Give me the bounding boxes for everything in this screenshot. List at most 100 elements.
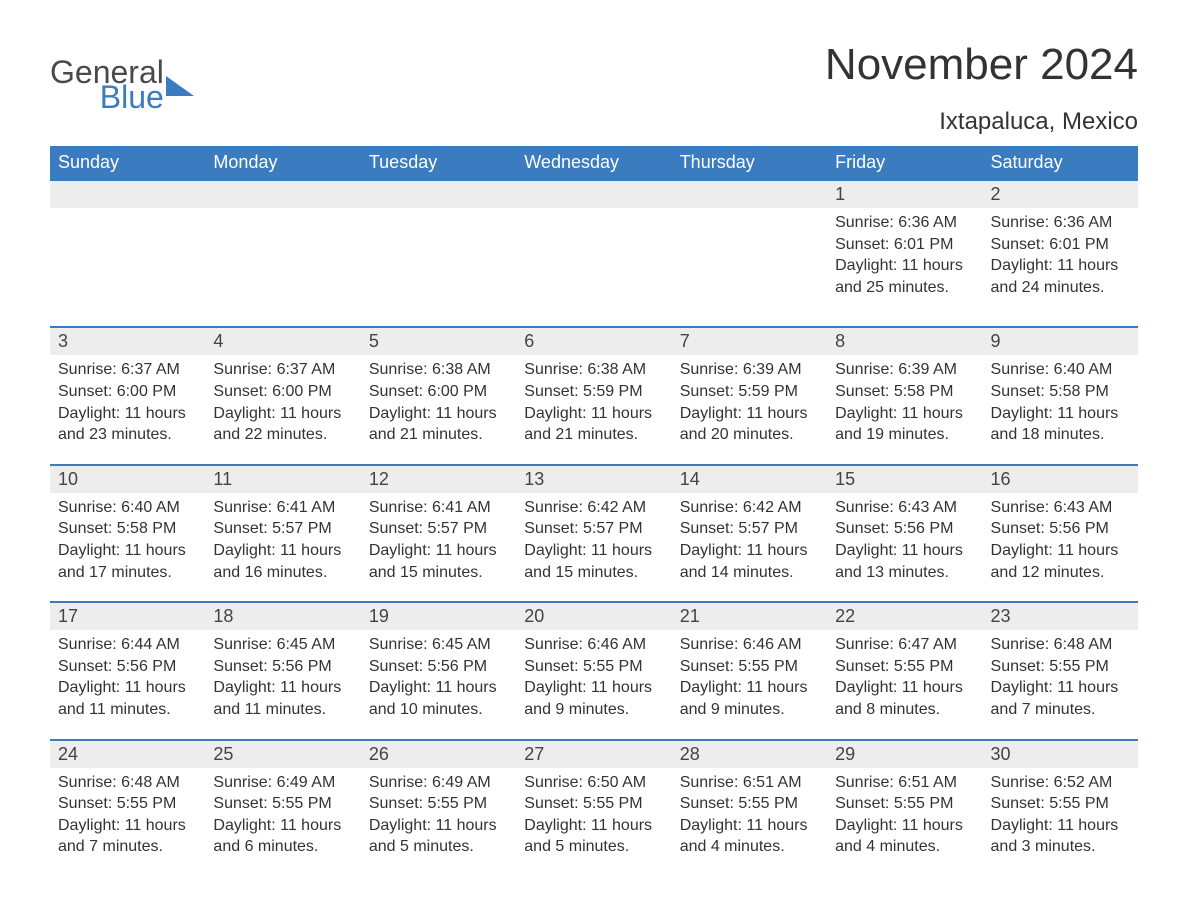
day1-text: Daylight: 11 hours [680,815,819,837]
day2-text: and 5 minutes. [369,836,508,858]
day1-text: Daylight: 11 hours [58,815,197,837]
day-number-cell [361,180,516,208]
day2-text: and 13 minutes. [835,562,974,584]
location: Ixtapaluca, Mexico [825,108,1138,136]
day1-text: Daylight: 11 hours [991,255,1130,277]
sunset-text: Sunset: 6:00 PM [213,381,352,403]
sunrise-text: Sunrise: 6:40 AM [991,359,1130,381]
day-content-cell: Sunrise: 6:51 AMSunset: 5:55 PMDaylight:… [827,768,982,876]
day1-text: Daylight: 11 hours [835,255,974,277]
day2-text: and 4 minutes. [680,836,819,858]
weekday-header: Saturday [983,146,1138,180]
day1-text: Daylight: 11 hours [680,540,819,562]
title-block: November 2024 Ixtapaluca, Mexico [825,40,1138,136]
day1-text: Daylight: 11 hours [369,815,508,837]
sunset-text: Sunset: 5:58 PM [835,381,974,403]
weekday-header: Wednesday [516,146,671,180]
day-number-cell: 1 [827,180,982,208]
sunrise-text: Sunrise: 6:38 AM [524,359,663,381]
sunrise-text: Sunrise: 6:39 AM [680,359,819,381]
day-content-cell: Sunrise: 6:41 AMSunset: 5:57 PMDaylight:… [361,493,516,602]
day-number-cell [672,180,827,208]
day-content-cell: Sunrise: 6:50 AMSunset: 5:55 PMDaylight:… [516,768,671,876]
day2-text: and 3 minutes. [991,836,1130,858]
sunset-text: Sunset: 5:57 PM [213,518,352,540]
sunset-text: Sunset: 6:00 PM [369,381,508,403]
day-content-row: Sunrise: 6:40 AMSunset: 5:58 PMDaylight:… [50,493,1138,602]
sunrise-text: Sunrise: 6:41 AM [369,497,508,519]
day-number-cell: 30 [983,740,1138,768]
day1-text: Daylight: 11 hours [524,677,663,699]
month-title: November 2024 [825,40,1138,90]
day-content-cell: Sunrise: 6:36 AMSunset: 6:01 PMDaylight:… [827,208,982,327]
day2-text: and 7 minutes. [991,699,1130,721]
sunset-text: Sunset: 5:55 PM [369,793,508,815]
day1-text: Daylight: 11 hours [680,677,819,699]
day2-text: and 8 minutes. [835,699,974,721]
sunset-text: Sunset: 5:56 PM [991,518,1130,540]
sunset-text: Sunset: 5:55 PM [58,793,197,815]
day2-text: and 17 minutes. [58,562,197,584]
day-number-row: 3456789 [50,327,1138,355]
day-number-cell: 12 [361,465,516,493]
sunset-text: Sunset: 5:59 PM [680,381,819,403]
day2-text: and 25 minutes. [835,277,974,299]
day2-text: and 18 minutes. [991,424,1130,446]
day-content-row: Sunrise: 6:37 AMSunset: 6:00 PMDaylight:… [50,355,1138,464]
day2-text: and 11 minutes. [58,699,197,721]
day-content-cell: Sunrise: 6:43 AMSunset: 5:56 PMDaylight:… [983,493,1138,602]
day-content-cell: Sunrise: 6:49 AMSunset: 5:55 PMDaylight:… [361,768,516,876]
sunrise-text: Sunrise: 6:45 AM [213,634,352,656]
day2-text: and 20 minutes. [680,424,819,446]
day1-text: Daylight: 11 hours [835,677,974,699]
day-number-cell: 24 [50,740,205,768]
day-content-row: Sunrise: 6:44 AMSunset: 5:56 PMDaylight:… [50,630,1138,739]
day-content-cell: Sunrise: 6:42 AMSunset: 5:57 PMDaylight:… [516,493,671,602]
day-content-cell: Sunrise: 6:51 AMSunset: 5:55 PMDaylight:… [672,768,827,876]
day-number-cell [516,180,671,208]
sunset-text: Sunset: 5:57 PM [680,518,819,540]
day1-text: Daylight: 11 hours [991,815,1130,837]
day-number-cell: 22 [827,602,982,630]
sunset-text: Sunset: 5:55 PM [991,656,1130,678]
sunset-text: Sunset: 5:55 PM [680,656,819,678]
day-content-cell: Sunrise: 6:45 AMSunset: 5:56 PMDaylight:… [361,630,516,739]
day-content-cell [205,208,360,327]
day-content-cell [50,208,205,327]
day-number-cell: 26 [361,740,516,768]
day-number-cell: 15 [827,465,982,493]
day-content-cell: Sunrise: 6:41 AMSunset: 5:57 PMDaylight:… [205,493,360,602]
day-number-cell: 10 [50,465,205,493]
logo-text: General Blue [50,58,164,112]
day-content-cell: Sunrise: 6:43 AMSunset: 5:56 PMDaylight:… [827,493,982,602]
day2-text: and 21 minutes. [524,424,663,446]
sunset-text: Sunset: 5:56 PM [369,656,508,678]
day-content-cell: Sunrise: 6:48 AMSunset: 5:55 PMDaylight:… [983,630,1138,739]
day-content-cell: Sunrise: 6:44 AMSunset: 5:56 PMDaylight:… [50,630,205,739]
sunrise-text: Sunrise: 6:41 AM [213,497,352,519]
logo: General Blue [50,40,194,112]
day1-text: Daylight: 11 hours [680,403,819,425]
sunrise-text: Sunrise: 6:48 AM [58,772,197,794]
sunset-text: Sunset: 5:55 PM [213,793,352,815]
day-number-row: 24252627282930 [50,740,1138,768]
sunset-text: Sunset: 5:58 PM [991,381,1130,403]
day-content-cell: Sunrise: 6:47 AMSunset: 5:55 PMDaylight:… [827,630,982,739]
day1-text: Daylight: 11 hours [369,540,508,562]
sunrise-text: Sunrise: 6:49 AM [369,772,508,794]
day-number-cell: 20 [516,602,671,630]
day2-text: and 11 minutes. [213,699,352,721]
day1-text: Daylight: 11 hours [369,677,508,699]
day1-text: Daylight: 11 hours [835,540,974,562]
sunset-text: Sunset: 5:55 PM [680,793,819,815]
sunset-text: Sunset: 5:55 PM [835,656,974,678]
day2-text: and 12 minutes. [991,562,1130,584]
day-content-cell: Sunrise: 6:39 AMSunset: 5:58 PMDaylight:… [827,355,982,464]
sunrise-text: Sunrise: 6:46 AM [680,634,819,656]
day-number-cell: 23 [983,602,1138,630]
day2-text: and 5 minutes. [524,836,663,858]
sunrise-text: Sunrise: 6:49 AM [213,772,352,794]
day-content-cell: Sunrise: 6:38 AMSunset: 6:00 PMDaylight:… [361,355,516,464]
day-content-cell: Sunrise: 6:38 AMSunset: 5:59 PMDaylight:… [516,355,671,464]
day-number-cell: 8 [827,327,982,355]
